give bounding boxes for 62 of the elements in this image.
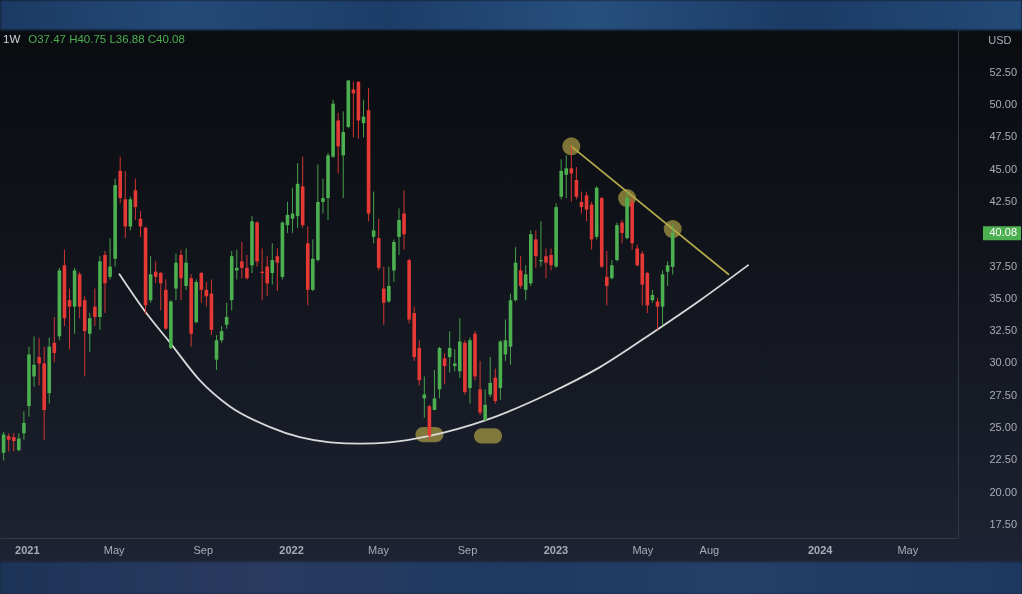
y-tick-label: 52.50 [989,65,1017,78]
candlestick [87,312,92,353]
line-series [118,264,749,445]
text: 40.08 [989,226,1017,239]
y-tick-label: 30.00 [989,356,1017,369]
candlestick [37,337,41,386]
x-tick-label: 2024 [807,543,834,556]
candlestick [17,432,21,452]
y-axis-title: USD [988,33,1012,46]
x-tick-label: Sep [193,543,214,556]
candlestick [275,247,280,292]
candlestick [397,207,401,256]
candlestick [371,191,376,244]
candlestick [381,266,386,326]
x-tick-label: May [368,543,390,556]
candlestick [534,229,538,269]
candlestick [93,288,97,327]
candlestick [245,254,249,280]
y-tick-label: 25.00 [989,421,1017,434]
candlestick [321,178,325,215]
y-tick-label: 35.00 [989,291,1017,304]
candlestick [488,356,493,398]
candlestick [240,241,244,279]
x-tick-label: 2022 [279,543,304,556]
y-tick-label: 32.50 [989,324,1017,337]
x-tick-label: May [897,543,919,556]
candlestick [341,110,346,199]
candlestick [387,266,391,304]
x-tick-label: May [103,543,126,556]
candlestick [665,260,670,287]
candlestick [620,219,624,244]
candlestick [655,297,660,331]
candlestick [270,242,275,286]
candlestick [22,410,26,441]
candlestick [184,247,188,291]
x-tick-label: 2021 [15,543,40,556]
x-tick-label: 2023 [543,543,569,556]
candlestick [179,249,183,301]
x-tick-label: Aug [699,543,720,556]
candlestick [493,368,498,405]
x-tick-label: May [632,543,654,556]
y-tick-label: 27.50 [989,388,1017,401]
y-tick-label: 45.00 [989,162,1017,175]
chart-title: 1W [3,33,21,45]
y-tick-label: 50.00 [989,97,1017,110]
candlestick [483,388,487,421]
candlestick [11,432,16,452]
y-tick-label: 37.50 [989,259,1017,272]
candlestick [605,250,609,306]
candlestick [158,271,163,311]
y-tick-label: 22.50 [989,453,1017,466]
y-tick-label: 20.00 [989,485,1017,498]
y-tick-label: 42.50 [989,194,1017,207]
candlestick [402,189,406,251]
candlestick [67,288,72,350]
y-tick-label: 47.50 [989,130,1017,143]
y-tick-label: 17.50 [989,518,1017,531]
candlestick [108,237,112,280]
candlestick [610,259,614,280]
candlestick [478,360,482,416]
annotation: O37.47 H40.75 L36.88 C40.08 [28,33,185,45]
x-tick-label: Sep [457,543,478,556]
